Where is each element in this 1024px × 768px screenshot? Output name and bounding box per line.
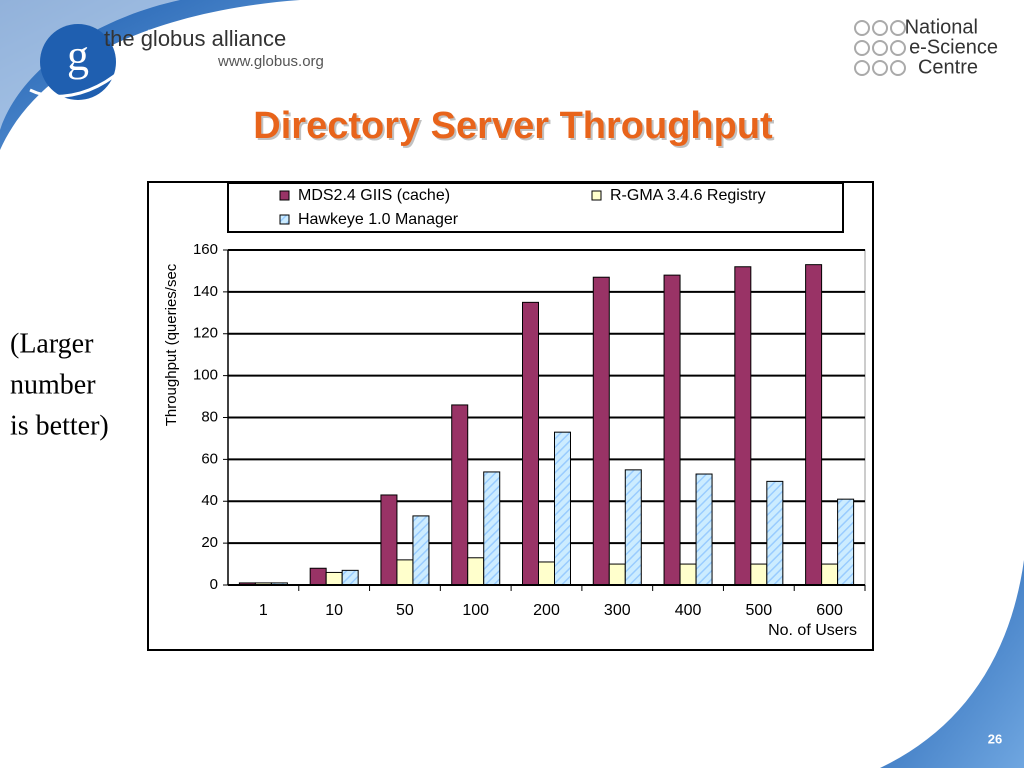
nesc-dot <box>854 20 870 36</box>
bar <box>608 563 626 586</box>
bar <box>451 404 469 586</box>
bar <box>522 301 539 586</box>
y-tick-label: 60 <box>201 450 218 467</box>
bar <box>341 569 359 586</box>
x-tick-label: 50 <box>396 602 414 619</box>
swoosh-bottom <box>880 560 1024 768</box>
y-tick-label: 100 <box>193 367 218 384</box>
bar <box>538 561 555 586</box>
legend-label: MDS2.4 GIIS (cache) <box>298 187 450 204</box>
nesc-dot <box>872 60 888 76</box>
x-axis-label: No. of Users <box>768 622 857 639</box>
bar <box>309 567 327 586</box>
bar <box>750 563 768 586</box>
note-text: is better) <box>10 410 109 441</box>
bar <box>734 266 752 586</box>
y-tick-label: 160 <box>193 241 218 258</box>
bar <box>325 571 343 586</box>
bar <box>483 471 501 586</box>
bar <box>805 264 823 586</box>
legend-swatch <box>591 190 602 201</box>
nesc-dot <box>854 60 870 76</box>
bar <box>821 563 839 586</box>
y-tick-label: 140 <box>193 283 218 300</box>
nesc-dot <box>890 60 906 76</box>
logo-text: the globus alliance <box>104 26 286 51</box>
globus-logo <box>40 24 116 100</box>
legend-swatch <box>279 190 290 201</box>
nesc-text: e-Science <box>909 36 998 58</box>
logo-letter: g <box>67 31 89 80</box>
x-tick-label: 100 <box>462 602 489 619</box>
legend-label: Hawkeye 1.0 Manager <box>298 211 459 228</box>
bar <box>554 431 571 586</box>
x-tick-label: 10 <box>325 602 343 619</box>
y-tick-label: 120 <box>193 325 218 342</box>
y-tick-label: 0 <box>210 576 218 593</box>
nesc-text: National <box>905 16 978 38</box>
legend-swatch <box>279 214 290 225</box>
note-text: (Larger <box>10 328 94 359</box>
x-tick-label: 1 <box>259 602 268 619</box>
bar <box>396 559 414 586</box>
nesc-dot <box>872 40 888 56</box>
bar <box>592 276 610 586</box>
bar <box>663 274 681 586</box>
nesc-dot <box>890 20 906 36</box>
title-shadow: Directory Server Throughput <box>255 107 775 149</box>
nesc-text: Centre <box>918 56 978 78</box>
x-tick-label: 300 <box>604 602 631 619</box>
legend-box <box>227 182 844 233</box>
logo-arc <box>29 29 152 98</box>
y-axis-label: Throughput (queries/sec <box>163 263 180 426</box>
y-tick-label: 20 <box>201 534 218 551</box>
y-tick-label: 40 <box>201 492 218 509</box>
bar <box>467 557 485 586</box>
bar <box>766 480 784 586</box>
swoosh-top-light <box>0 0 180 130</box>
chart-title: Directory Server Throughput <box>253 105 773 147</box>
bar <box>679 563 697 586</box>
nesc-dot <box>890 40 906 56</box>
bar <box>695 473 713 586</box>
x-tick-label: 600 <box>816 602 843 619</box>
bar <box>837 498 855 586</box>
nesc-dot <box>854 40 870 56</box>
nesc-dot <box>872 20 888 36</box>
legend-label: R-GMA 3.4.6 Registry <box>610 187 766 204</box>
x-tick-label: 400 <box>675 602 702 619</box>
y-tick-label: 80 <box>201 408 218 425</box>
bar <box>412 515 430 586</box>
bar <box>624 469 642 586</box>
logo-url: www.globus.org <box>217 53 324 70</box>
page-number: 26 <box>988 731 1002 746</box>
bar <box>380 494 398 586</box>
x-tick-label: 200 <box>533 602 560 619</box>
x-tick-label: 500 <box>745 602 772 619</box>
note-text: number <box>10 369 96 400</box>
